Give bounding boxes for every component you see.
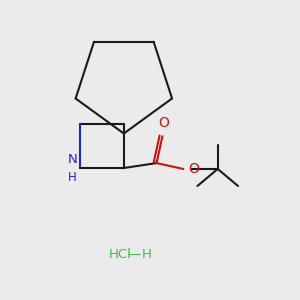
Text: H: H [68,171,77,184]
Text: O: O [159,116,170,130]
Text: H: H [142,248,152,261]
Text: —: — [127,248,140,261]
Text: O: O [188,162,199,176]
Text: HCl: HCl [109,248,132,261]
Text: N: N [67,153,77,167]
